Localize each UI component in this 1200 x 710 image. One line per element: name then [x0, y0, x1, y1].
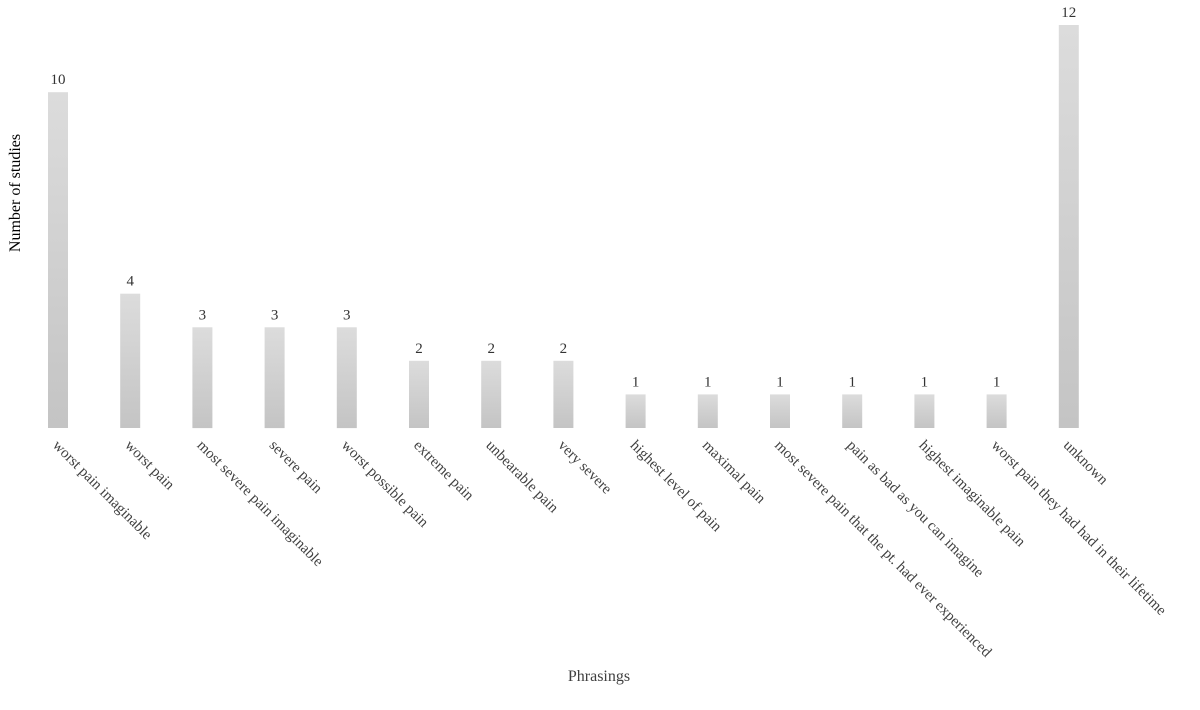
- value-labels-group: 10 4 3 3 3 2 2 2 1 1 1 1 1 1 12: [51, 5, 1077, 390]
- value-label-8: 1: [632, 374, 640, 390]
- bar-4: [336, 327, 357, 429]
- bar-2: [192, 327, 213, 429]
- value-label-3: 3: [271, 307, 279, 323]
- bar-5: [409, 360, 429, 428]
- bar-13: [986, 394, 1007, 428]
- value-label-6: 2: [487, 341, 495, 357]
- y-axis-label: Number of studies: [7, 134, 24, 252]
- bar-0: [48, 92, 68, 428]
- value-label-1: 4: [126, 274, 134, 290]
- category-label-3: severe pain: [266, 438, 326, 498]
- category-label-14: unknown: [1060, 438, 1111, 489]
- category-label-9: maximal pain: [699, 438, 769, 508]
- value-label-10: 1: [776, 374, 784, 390]
- value-label-14: 12: [1061, 5, 1076, 21]
- value-label-13: 1: [993, 374, 1001, 390]
- value-label-0: 10: [51, 72, 66, 88]
- category-label-7: very severe: [555, 438, 615, 498]
- x-axis-label: Phrasings: [568, 668, 630, 685]
- bar-8: [625, 394, 646, 428]
- category-label-5: extreme pain: [410, 438, 477, 505]
- value-label-4: 3: [343, 307, 351, 323]
- bars-group: [48, 25, 1079, 429]
- bar-12: [914, 394, 935, 428]
- value-label-2: 3: [199, 307, 207, 323]
- category-label-2: most severe pain imaginable: [194, 438, 327, 571]
- category-label-6: unbearable pain: [482, 438, 561, 517]
- bar-3: [264, 327, 285, 429]
- bar-11: [842, 394, 863, 428]
- bar-7: [553, 360, 574, 428]
- value-label-5: 2: [415, 341, 423, 357]
- category-label-11: pain as bad as you can imagine: [843, 438, 987, 582]
- value-label-11: 1: [848, 374, 856, 390]
- value-label-9: 1: [704, 374, 712, 390]
- category-label-1: worst pain: [121, 438, 177, 494]
- bar-1: [120, 293, 141, 428]
- value-label-12: 1: [921, 374, 929, 390]
- bar-14: [1058, 25, 1079, 428]
- bar-9: [697, 394, 718, 428]
- bar-6: [481, 360, 502, 428]
- bar-10: [770, 394, 790, 428]
- value-label-7: 2: [560, 341, 568, 357]
